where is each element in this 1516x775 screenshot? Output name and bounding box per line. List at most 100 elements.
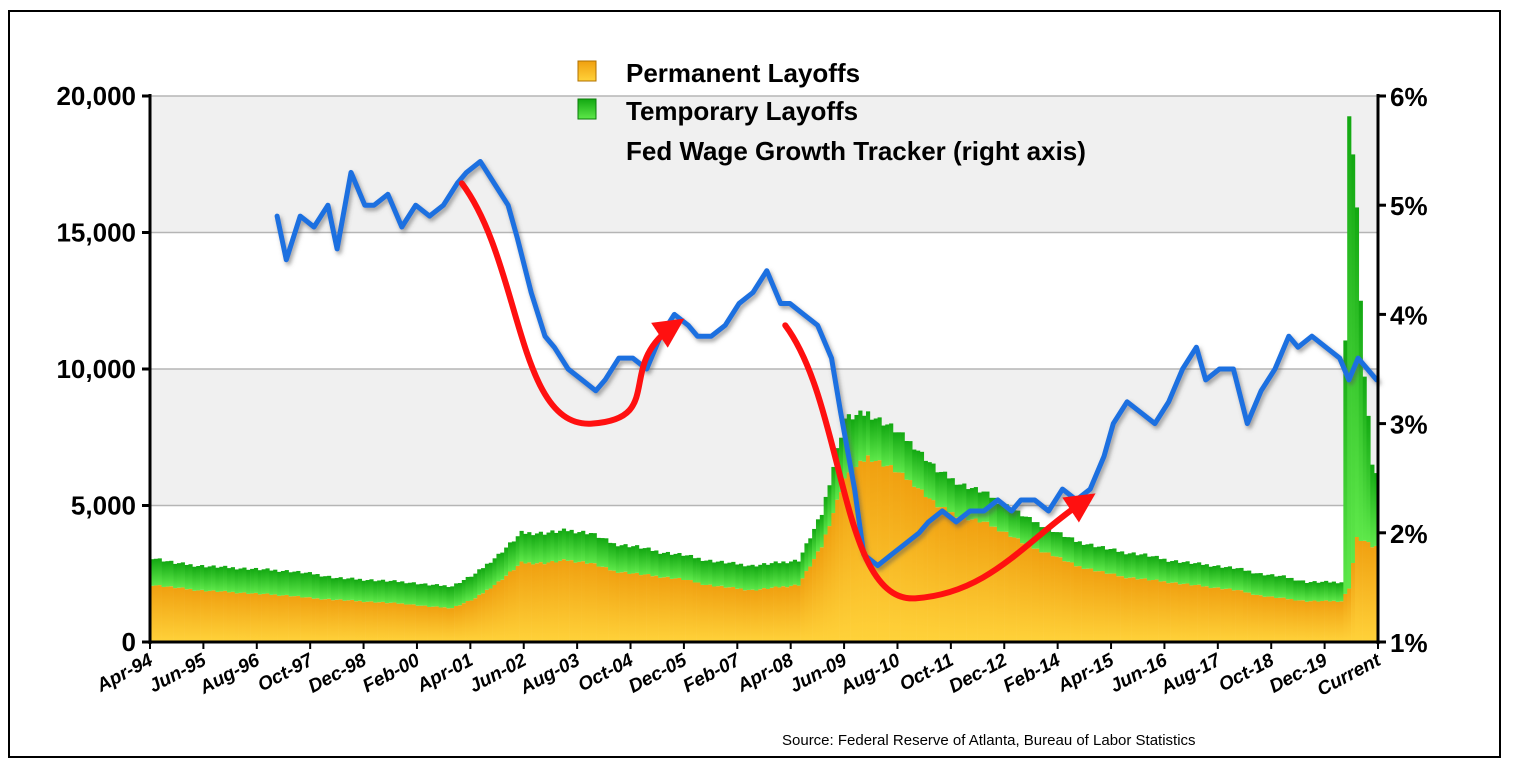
bar-permanent (1281, 597, 1286, 642)
bar-temporary (1343, 340, 1348, 594)
bar-permanent (184, 589, 189, 642)
bar-temporary (584, 534, 590, 564)
bar-temporary (596, 537, 601, 567)
bar-temporary (1000, 504, 1005, 532)
bar-permanent (311, 598, 316, 642)
bar-permanent (342, 600, 347, 642)
bar-temporary (1231, 568, 1236, 591)
bar-permanent (831, 513, 836, 642)
x-tick-label: Jun-16 (1107, 650, 1171, 697)
bar-permanent (1354, 536, 1360, 642)
bar-permanent (500, 579, 505, 642)
bar-permanent (169, 586, 174, 642)
bar-temporary (792, 559, 798, 585)
bar-permanent (1139, 578, 1144, 642)
bar-temporary (727, 562, 732, 588)
bar-temporary (719, 560, 724, 586)
bar-permanent (515, 565, 520, 642)
bar-permanent (758, 589, 763, 642)
bar-temporary (357, 578, 363, 601)
bar-temporary (450, 586, 455, 609)
bar-permanent (615, 572, 620, 642)
bar-temporary (157, 558, 162, 586)
bar-temporary (1062, 536, 1067, 562)
bar-permanent (1297, 600, 1302, 642)
bar-temporary (434, 584, 440, 607)
bar-permanent (1239, 590, 1244, 642)
bar-temporary (866, 411, 871, 456)
bar-permanent (765, 588, 771, 642)
bar-permanent (219, 591, 224, 642)
bar-temporary (1289, 577, 1294, 599)
bar-permanent (785, 587, 790, 642)
bar-permanent (877, 460, 882, 642)
bar-permanent (827, 526, 832, 642)
bar-permanent (650, 576, 655, 642)
bar-permanent (1104, 573, 1109, 642)
bar-temporary (423, 583, 428, 606)
bar-permanent (415, 605, 420, 642)
bar-temporary (169, 560, 174, 587)
x-tick-label: Oct-18 (1215, 650, 1277, 697)
bar-permanent (457, 605, 463, 642)
trend-arrow (782, 322, 1096, 602)
bar-temporary (658, 553, 663, 578)
bar-temporary (527, 532, 532, 563)
bar-permanent (303, 597, 309, 642)
bar-temporary (715, 561, 721, 587)
bar-permanent (1127, 577, 1132, 642)
bar-permanent (815, 551, 821, 642)
bar-permanent (354, 601, 359, 642)
bar-permanent (392, 602, 397, 642)
bar-permanent (635, 572, 640, 642)
bar-temporary (943, 471, 948, 507)
bar-permanent (234, 593, 239, 642)
bar-temporary (950, 478, 955, 513)
bar-permanent (1181, 583, 1186, 642)
bar-permanent (981, 521, 986, 642)
bar-temporary (250, 568, 255, 594)
bar-permanent (411, 604, 416, 642)
bar-temporary (1016, 510, 1021, 539)
bar-temporary (677, 552, 682, 578)
bar-permanent (1227, 588, 1233, 642)
bar-permanent (265, 593, 270, 642)
bar-temporary (1189, 563, 1194, 586)
bar-temporary (1162, 558, 1167, 582)
bar-permanent (1366, 542, 1371, 642)
bar-temporary (1093, 547, 1098, 572)
x-tick-label: Dec-05 (625, 650, 690, 698)
bar-temporary (484, 563, 490, 590)
bar-permanent (546, 562, 551, 642)
left-axis-ticks: 0 5,000 10,000 15,000 20,000 (56, 81, 150, 657)
bar-permanent (307, 597, 312, 642)
bar-permanent (461, 603, 466, 642)
bar-temporary (1004, 504, 1009, 532)
bar-permanent (288, 596, 293, 642)
bar-temporary (427, 585, 432, 607)
bar-temporary (608, 542, 613, 571)
bar-permanent (380, 601, 386, 642)
bar-permanent (330, 600, 336, 642)
bar-temporary (904, 441, 909, 480)
bar-temporary (446, 587, 451, 609)
bar-permanent (750, 589, 755, 642)
bar-permanent (604, 567, 609, 642)
bar-permanent (789, 585, 794, 642)
bar-temporary (173, 563, 178, 589)
bar-permanent (642, 574, 647, 642)
x-tick-label: Feb-14 (1000, 650, 1064, 697)
bar-permanent (846, 472, 851, 642)
bar-permanent (946, 512, 952, 642)
bar-temporary (384, 581, 389, 604)
bar-temporary (150, 559, 155, 586)
chart-legend: Permanent Layoffs Temporary Layoffs Fed … (569, 58, 1086, 166)
bar-temporary (1293, 580, 1298, 601)
bar-temporary (1235, 568, 1240, 591)
bar-permanent (954, 517, 959, 642)
bar-temporary (588, 533, 593, 563)
bar-permanent (896, 472, 901, 642)
bar-temporary (400, 581, 405, 604)
bar-temporary (631, 546, 636, 574)
legend-label-wage-growth: Fed Wage Growth Tracker (right axis) (626, 136, 1086, 166)
